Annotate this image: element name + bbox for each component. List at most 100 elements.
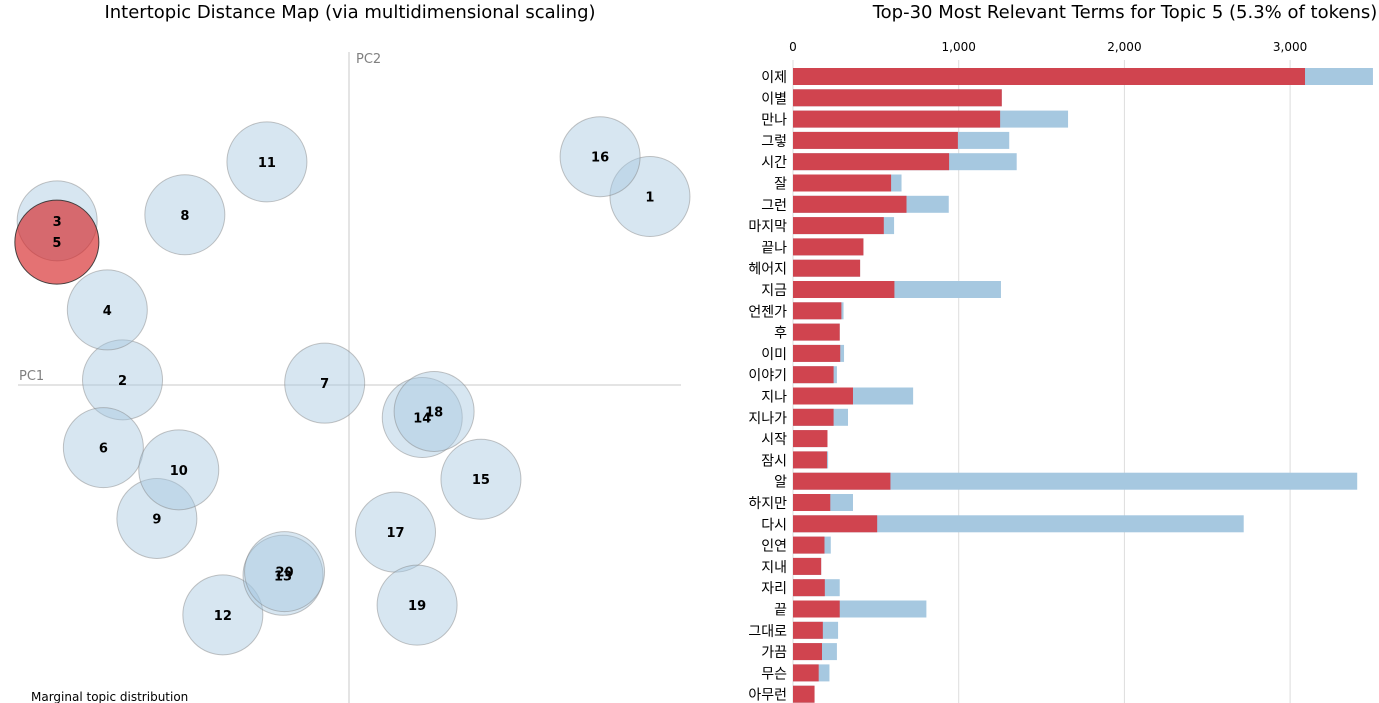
term-label[interactable]: 언젠가 [748,304,787,320]
topic-bar-24[interactable] [793,579,825,597]
term-label[interactable]: 이야기 [748,368,787,384]
topic-circle-10[interactable] [138,429,220,511]
topic-bar-22[interactable] [793,536,825,554]
topic-bar-0[interactable] [793,68,1306,85]
topic-label-17: 17 [386,526,404,541]
term-label[interactable]: 가끔 [761,645,787,661]
topic-bar-1[interactable] [793,89,1002,107]
topic-circle-5[interactable] [14,199,100,285]
term-label[interactable]: 알 [774,475,787,491]
term-bar-chart: Top-30 Most Relevant Terms for Topic 5 (… [748,2,1377,703]
topic-label-14: 14 [413,412,431,427]
topic-label-4: 4 [103,304,112,319]
topic-bar-8[interactable] [793,238,864,256]
term-labels: 이제이별만나그렇시간잘그런마지막끝나헤어지지금언젠가후이미이야기지나지나가시작잠… [748,70,787,703]
term-label[interactable]: 인연 [761,539,787,555]
bar-ticks: 0 1,000 2,000 3,000 [789,40,1307,54]
topic-bar-25[interactable] [793,600,840,618]
topic-bar-11[interactable] [793,302,842,320]
topic-circle-18[interactable] [393,370,475,452]
topic-bar-21[interactable] [793,515,878,533]
term-label[interactable]: 끝 [774,603,787,619]
term-label[interactable]: 이제 [761,70,787,86]
topic-bar-28[interactable] [793,664,819,682]
term-label[interactable]: 헤어지 [748,262,787,278]
topic-label-11: 11 [258,156,276,171]
topic-label-6: 6 [99,442,108,457]
term-label[interactable]: 시작 [761,432,787,448]
term-label[interactable]: 무슨 [761,666,787,682]
topic-circle-19[interactable] [376,564,458,646]
topic-circle-14[interactable] [381,377,463,459]
term-label[interactable]: 다시 [761,517,787,533]
topic-bar-12[interactable] [793,323,840,341]
term-label[interactable]: 그런 [761,198,787,214]
term-label[interactable]: 지금 [761,283,787,299]
term-label[interactable]: 그대로 [748,624,787,640]
topic-bar-9[interactable] [793,259,861,277]
term-label[interactable]: 하지만 [748,496,787,512]
topic-circle-2[interactable] [82,339,164,421]
topic-bar-27[interactable] [793,643,822,661]
topic-circles [14,116,691,656]
term-label[interactable]: 끝나 [761,240,787,256]
term-label[interactable]: 잘 [774,177,787,193]
topic-bar-3[interactable] [793,131,958,149]
topic-bar-29[interactable] [793,685,815,703]
topic-circle-20[interactable] [244,531,326,613]
topic-circle-16[interactable] [559,116,641,198]
topic-bar-14[interactable] [793,366,834,384]
topic-bar-5[interactable] [793,174,892,192]
overall-bar-21[interactable] [793,515,1244,533]
term-label[interactable]: 이별 [761,91,787,107]
term-label[interactable]: 잠시 [761,453,787,469]
pc1-label: PC1 [19,369,44,384]
topic-bar-18[interactable] [793,451,827,469]
topic-circle-9[interactable] [116,477,198,559]
intertopic-map: Intertopic Distance Map (via multidimens… [14,2,691,703]
topic-circle-1[interactable] [609,156,691,238]
topic-bar-19[interactable] [793,472,891,490]
topic-label-18: 18 [425,405,443,420]
pc2-label: PC2 [356,52,381,67]
topic-bar-6[interactable] [793,195,907,213]
bar-title: Top-30 Most Relevant Terms for Topic 5 (… [872,2,1378,23]
topic-label-13: 13 [274,569,292,584]
term-label[interactable]: 아무런 [748,688,787,703]
topic-circle-13[interactable] [242,534,324,616]
topic-label-15: 15 [472,473,490,488]
topic-circle-11[interactable] [226,121,308,203]
topic-circle-15[interactable] [440,438,522,520]
topic-bar-26[interactable] [793,621,823,639]
topic-circle-17[interactable] [355,491,437,573]
term-label[interactable]: 지나 [761,390,787,406]
term-label[interactable]: 마지막 [748,219,787,235]
topic-circle-7[interactable] [284,342,366,424]
topic-circle-4[interactable] [66,269,148,351]
term-label[interactable]: 후 [774,326,787,342]
topic-bar-15[interactable] [793,387,853,405]
term-label[interactable]: 자리 [761,581,787,597]
topic-label-3: 3 [53,215,62,230]
topic-bar-7[interactable] [793,217,884,235]
topic-circle-6[interactable] [62,407,144,489]
topic-bar-17[interactable] [793,430,828,448]
topic-bar-13[interactable] [793,344,841,362]
term-label[interactable]: 만나 [761,113,787,129]
term-label[interactable]: 시간 [761,155,787,171]
topic-bar-20[interactable] [793,494,831,511]
topic-bar-10[interactable] [793,281,895,298]
term-label[interactable]: 지내 [761,560,787,576]
topic-bar-23[interactable] [793,557,822,575]
term-label[interactable]: 지나가 [748,411,787,427]
topic-circle-12[interactable] [182,574,264,656]
term-label[interactable]: 이미 [761,347,787,363]
term-label[interactable]: 그렇 [761,134,787,150]
topic-circle-8[interactable] [144,174,226,256]
overall-bar-19[interactable] [793,472,1358,490]
topic-bar-16[interactable] [793,408,834,426]
topic-bar-2[interactable] [793,110,1001,128]
topic-bar-4[interactable] [793,153,950,171]
